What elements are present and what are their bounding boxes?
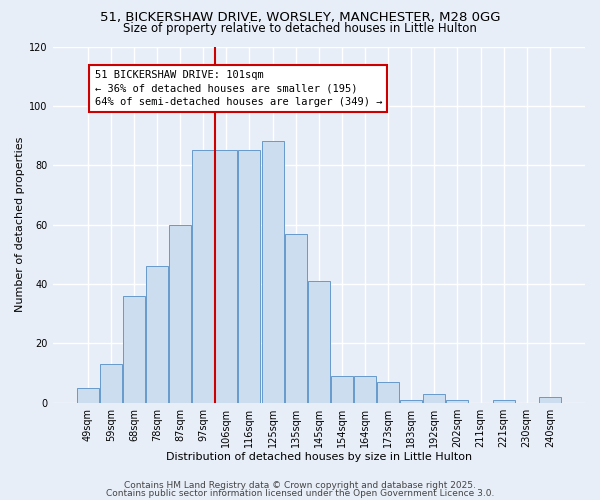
X-axis label: Distribution of detached houses by size in Little Hulton: Distribution of detached houses by size … (166, 452, 472, 462)
Y-axis label: Number of detached properties: Number of detached properties (15, 137, 25, 312)
Text: 51, BICKERSHAW DRIVE, WORSLEY, MANCHESTER, M28 0GG: 51, BICKERSHAW DRIVE, WORSLEY, MANCHESTE… (100, 11, 500, 24)
Bar (192, 150, 214, 402)
Text: Contains public sector information licensed under the Open Government Licence 3.: Contains public sector information licen… (106, 488, 494, 498)
Text: Contains HM Land Registry data © Crown copyright and database right 2025.: Contains HM Land Registry data © Crown c… (124, 481, 476, 490)
Bar (331, 376, 353, 402)
Bar (354, 376, 376, 402)
Bar (424, 394, 445, 402)
Bar (446, 400, 469, 402)
Bar (215, 150, 238, 402)
Bar (400, 400, 422, 402)
Bar (238, 150, 260, 402)
Bar (146, 266, 168, 402)
Bar (77, 388, 98, 402)
Bar (169, 224, 191, 402)
Bar (493, 400, 515, 402)
Bar (539, 397, 561, 402)
Bar (284, 234, 307, 402)
Bar (308, 281, 330, 402)
Bar (123, 296, 145, 403)
Bar (262, 142, 284, 402)
Text: 51 BICKERSHAW DRIVE: 101sqm
← 36% of detached houses are smaller (195)
64% of se: 51 BICKERSHAW DRIVE: 101sqm ← 36% of det… (95, 70, 382, 106)
Text: Size of property relative to detached houses in Little Hulton: Size of property relative to detached ho… (123, 22, 477, 35)
Bar (377, 382, 399, 402)
Bar (100, 364, 122, 403)
